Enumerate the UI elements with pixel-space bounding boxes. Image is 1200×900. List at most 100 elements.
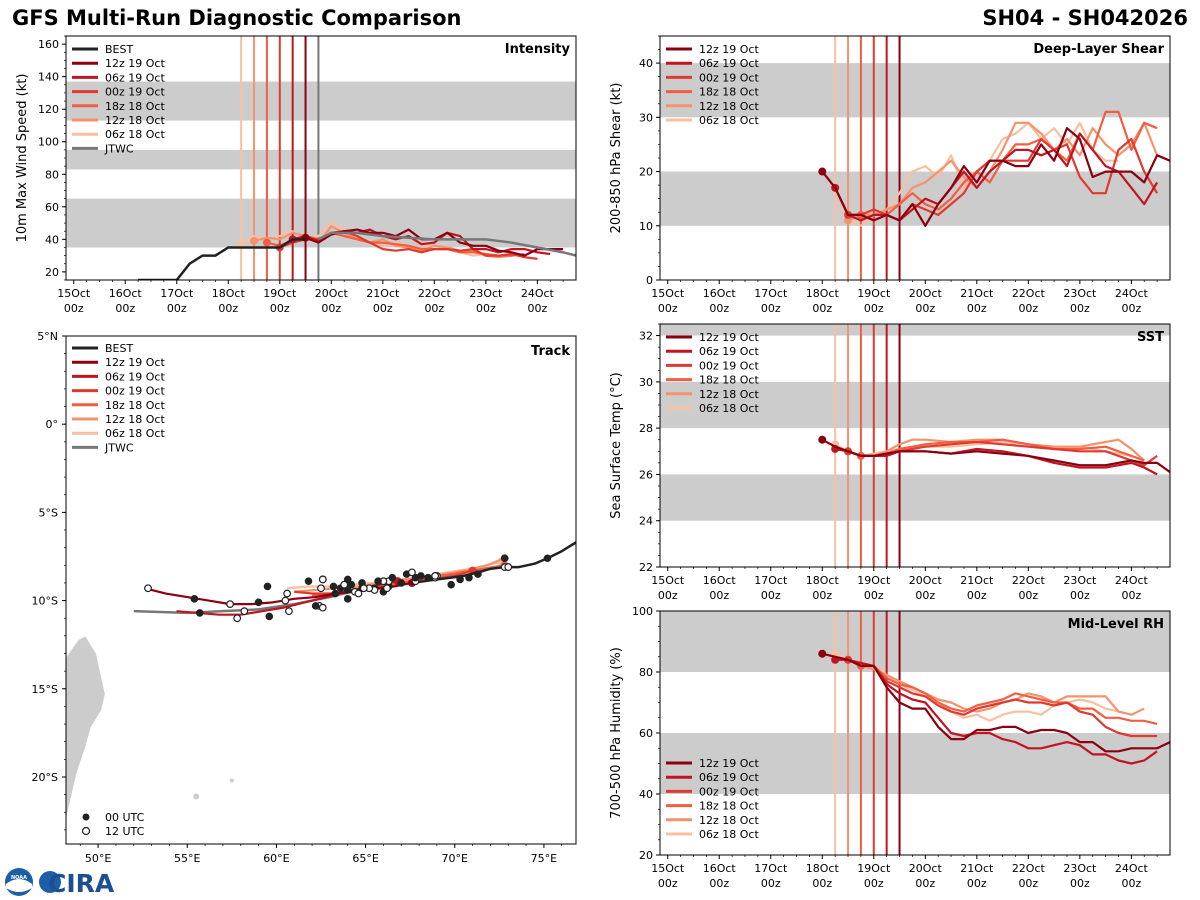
x-tick-label: 20Oct bbox=[315, 287, 349, 300]
series-line-4 bbox=[847, 658, 1145, 716]
x-tick-label: 19Oct bbox=[857, 287, 891, 300]
x-tick-label: 18Oct bbox=[212, 287, 246, 300]
marker-00utc bbox=[265, 612, 274, 621]
x-tick-label: 00z bbox=[1070, 877, 1090, 890]
legend-label: 00z 19 Oct bbox=[105, 385, 165, 398]
x-tick-label: 00z bbox=[709, 589, 729, 602]
y-tick-label: 30 bbox=[639, 111, 653, 124]
legend-label: 12z 19 Oct bbox=[699, 757, 759, 770]
y-tick-label: 5°N bbox=[37, 330, 58, 343]
shaded-band bbox=[66, 81, 576, 121]
series-start-marker bbox=[237, 240, 246, 249]
legend-label: JTWC bbox=[104, 441, 134, 454]
y-tick-label: 20 bbox=[639, 166, 653, 179]
x-tick-label: 00z bbox=[967, 877, 987, 890]
y-axis-label: Sea Surface Temp (°C) bbox=[609, 372, 624, 519]
marker-00utc bbox=[500, 554, 509, 563]
marker-12utc bbox=[233, 614, 242, 623]
y-tick-label: 20 bbox=[45, 266, 59, 279]
legend-label: 06z 19 Oct bbox=[699, 345, 759, 358]
x-tick-label: 00z bbox=[1121, 877, 1141, 890]
y-tick-label: 15°S bbox=[32, 683, 58, 696]
marker-12utc bbox=[318, 575, 327, 584]
series-line-2 bbox=[847, 658, 1158, 738]
marker-00utc bbox=[343, 595, 352, 603]
series-start-marker bbox=[262, 238, 271, 247]
best-line bbox=[138, 238, 306, 280]
x-tick-label: 00z bbox=[864, 589, 884, 602]
panel-title: Track bbox=[531, 344, 570, 359]
x-tick-label: 16Oct bbox=[109, 287, 143, 300]
x-tick-label: 16Oct bbox=[703, 287, 737, 300]
shaded-band bbox=[660, 324, 1170, 336]
legend-label: 06z 18 Oct bbox=[699, 114, 759, 127]
legend-label: 18z 18 Oct bbox=[699, 800, 759, 813]
legend-label: 12z 18 Oct bbox=[105, 114, 165, 127]
marker-12utc bbox=[317, 584, 325, 593]
x-tick-label: 00z bbox=[1018, 302, 1038, 315]
x-tick-label: 00z bbox=[167, 302, 187, 315]
y-tick-label: 40 bbox=[639, 57, 653, 70]
legend-label: 12z 18 Oct bbox=[699, 388, 759, 401]
y-tick-label: 24 bbox=[639, 515, 653, 528]
marker-12utc bbox=[226, 600, 234, 609]
panel-rh: 20 40 60 80 100 15Oct 00z 16Oct 00z 17Oct 00z 18Oct… bbox=[609, 605, 1171, 890]
marker-00utc bbox=[195, 609, 204, 617]
x-tick-label: 23Oct bbox=[469, 287, 503, 300]
shaded-band bbox=[66, 149, 576, 170]
legend-label: 00z 19 Oct bbox=[105, 86, 165, 99]
x-tick-label: 22Oct bbox=[1012, 287, 1046, 300]
marker-12utc bbox=[408, 568, 416, 577]
y-tick-label: 30 bbox=[639, 376, 653, 389]
x-tick-label: 50°E bbox=[85, 852, 111, 865]
x-tick-label: 00z bbox=[321, 302, 341, 315]
legend-label: 00z 19 Oct bbox=[699, 71, 759, 84]
x-tick-label: 18Oct bbox=[806, 862, 840, 875]
x-tick-label: 00z bbox=[1121, 589, 1141, 602]
legend-label: 00z 19 Oct bbox=[699, 785, 759, 798]
x-tick-label: 24Oct bbox=[1115, 287, 1149, 300]
x-tick-label: 00z bbox=[864, 302, 884, 315]
y-axis-label: 200-850 hPa Shear (kt) bbox=[609, 83, 624, 234]
legend-label: 00 UTC bbox=[105, 811, 145, 824]
y-tick-label: 10 bbox=[639, 220, 653, 233]
y-tick-label: 0° bbox=[46, 418, 59, 431]
x-tick-label: 65°E bbox=[352, 852, 378, 865]
marker-00utc bbox=[465, 573, 473, 582]
x-tick-label: 00z bbox=[1018, 877, 1038, 890]
y-axis-label: 10m Max Wind Speed (kt) bbox=[15, 74, 30, 243]
legend-marker-00 bbox=[82, 813, 90, 821]
x-tick-label: 00z bbox=[1121, 302, 1141, 315]
reunion-island bbox=[193, 793, 200, 800]
x-tick-label: 21Oct bbox=[366, 287, 400, 300]
x-tick-label: 19Oct bbox=[857, 574, 891, 587]
x-tick-label: 00z bbox=[115, 302, 135, 315]
x-tick-label: 00z bbox=[270, 302, 290, 315]
marker-12utc bbox=[340, 580, 349, 589]
x-tick-label: 18Oct bbox=[806, 287, 840, 300]
x-tick-label: 00z bbox=[64, 302, 84, 315]
series-start-marker bbox=[818, 435, 827, 444]
shaded-band bbox=[660, 611, 1170, 672]
x-tick-label: 00z bbox=[658, 877, 678, 890]
legend-label: 12z 18 Oct bbox=[699, 814, 759, 827]
x-tick-label: 18Oct bbox=[806, 574, 840, 587]
legend-label: 18z 18 Oct bbox=[105, 100, 165, 113]
legend-label: BEST bbox=[105, 342, 133, 355]
series-line-0 bbox=[822, 652, 1170, 753]
legend-label: 06z 18 Oct bbox=[105, 128, 165, 141]
y-tick-label: 140 bbox=[38, 71, 59, 84]
y-tick-label: 22 bbox=[639, 561, 653, 574]
marker-00utc bbox=[424, 573, 432, 582]
series-start-marker bbox=[250, 236, 259, 245]
marker-00utc bbox=[311, 602, 320, 610]
x-tick-label: 00z bbox=[527, 302, 547, 315]
y-tick-label: 160 bbox=[38, 38, 59, 51]
legend-label: 06z 19 Oct bbox=[105, 370, 165, 383]
x-tick-label: 16Oct bbox=[703, 574, 737, 587]
x-tick-label: 00z bbox=[915, 877, 935, 890]
marker-12utc bbox=[144, 584, 152, 593]
logos: NOAA CIRA bbox=[5, 868, 115, 898]
x-tick-label: 21Oct bbox=[960, 287, 994, 300]
legend-label: 06z 18 Oct bbox=[699, 402, 759, 415]
